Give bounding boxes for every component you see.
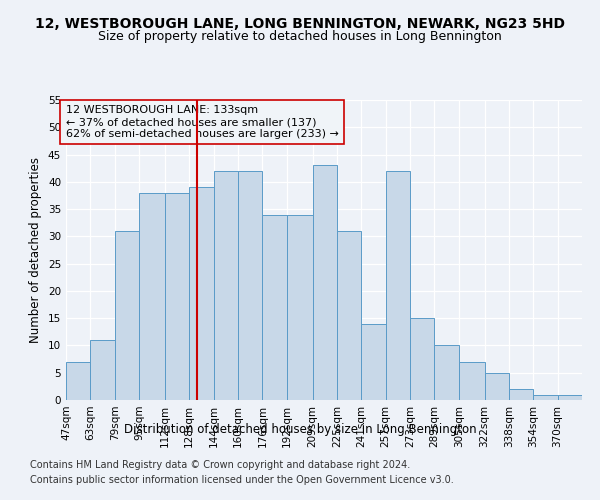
Text: 12 WESTBOROUGH LANE: 133sqm
← 37% of detached houses are smaller (137)
62% of se: 12 WESTBOROUGH LANE: 133sqm ← 37% of det… — [66, 106, 339, 138]
Bar — [485, 372, 509, 400]
Bar — [214, 171, 238, 400]
Bar — [533, 394, 557, 400]
Bar — [139, 192, 165, 400]
Bar — [337, 231, 361, 400]
Text: Contains public sector information licensed under the Open Government Licence v3: Contains public sector information licen… — [30, 475, 454, 485]
Bar — [66, 362, 91, 400]
Text: Size of property relative to detached houses in Long Bennington: Size of property relative to detached ho… — [98, 30, 502, 43]
Bar — [165, 192, 189, 400]
Text: Contains HM Land Registry data © Crown copyright and database right 2024.: Contains HM Land Registry data © Crown c… — [30, 460, 410, 470]
Text: 12, WESTBOROUGH LANE, LONG BENNINGTON, NEWARK, NG23 5HD: 12, WESTBOROUGH LANE, LONG BENNINGTON, N… — [35, 18, 565, 32]
Bar — [262, 214, 287, 400]
Bar — [459, 362, 485, 400]
Text: Distribution of detached houses by size in Long Bennington: Distribution of detached houses by size … — [124, 422, 476, 436]
Bar — [509, 389, 533, 400]
Bar — [361, 324, 386, 400]
Bar — [557, 394, 582, 400]
Bar — [115, 231, 139, 400]
Bar — [189, 188, 214, 400]
Y-axis label: Number of detached properties: Number of detached properties — [29, 157, 43, 343]
Bar — [313, 166, 337, 400]
Bar — [287, 214, 313, 400]
Bar — [386, 171, 410, 400]
Bar — [91, 340, 115, 400]
Bar — [238, 171, 262, 400]
Bar — [410, 318, 434, 400]
Bar — [434, 346, 459, 400]
